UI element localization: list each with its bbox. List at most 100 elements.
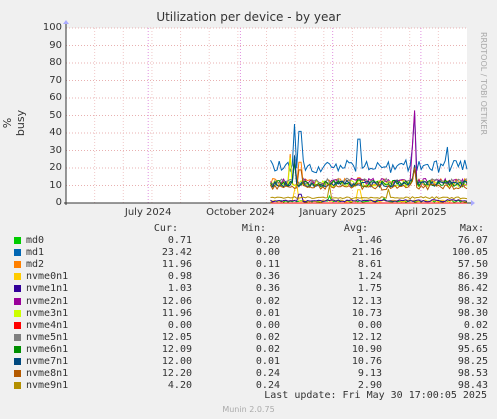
- legend-avg-value: 2.90: [357, 380, 382, 392]
- legend-min-value: 0.11: [255, 259, 280, 271]
- y-tick-label: 0: [55, 197, 62, 208]
- legend-row: md0 0.71 0.20 1.46 76.07: [14, 235, 494, 247]
- legend-min-value: 0.36: [255, 283, 280, 295]
- header-min: Min:: [241, 223, 266, 234]
- legend-label: nvme4n1: [26, 319, 69, 331]
- legend-avg-value: 10.90: [351, 343, 382, 355]
- y-tick-label: 70: [49, 74, 62, 86]
- legend-label: nvme6n1: [26, 343, 69, 355]
- y-tick-label: 50: [49, 109, 62, 121]
- legend-cur-value: 12.06: [161, 295, 192, 307]
- legend-cur-value: 4.20: [167, 380, 192, 392]
- legend-label: nvme3n1: [26, 307, 69, 319]
- series-line-nvme7n1: [270, 155, 468, 188]
- y-tick-label: 40: [49, 127, 62, 138]
- x-tick-label: April 2025: [395, 207, 447, 218]
- legend-row: nvme2n1 12.06 0.02 12.13 98.32: [14, 296, 494, 308]
- legend-label: nvme2n1: [26, 295, 69, 307]
- last-update: Last update: Fri May 30 17:00:05 2025: [264, 390, 487, 401]
- legend-max-value: 98.43: [457, 380, 488, 392]
- header-avg: Avg:: [343, 223, 368, 234]
- y-axis-arrow: [63, 20, 69, 24]
- x-tick-label: January 2025: [299, 207, 366, 218]
- legend-row: nvme8n1 12.20 0.24 9.13 98.53: [14, 368, 494, 380]
- legend-swatch: [14, 285, 21, 293]
- legend-swatch: [14, 358, 21, 365]
- legend-row: nvme7n1 12.00 0.01 10.76 98.25: [14, 356, 494, 368]
- legend-cur-value: 11.96: [161, 307, 192, 319]
- legend-avg-value: 1.24: [357, 271, 382, 283]
- legend-label: md2: [26, 259, 45, 271]
- legend-min-value: 0.01: [255, 356, 280, 367]
- legend-min-value: 0.20: [255, 235, 280, 246]
- legend-max-value: 57.50: [457, 259, 488, 271]
- legend-swatch: [14, 309, 21, 317]
- legend-min-value: 0.02: [255, 343, 280, 355]
- legend-label: nvme1n1: [26, 283, 69, 295]
- legend-max-value: 98.25: [457, 331, 488, 343]
- legend-max-value: 98.53: [457, 368, 488, 380]
- y-tick-label: 60: [49, 92, 62, 103]
- legend-avg-value: 1.46: [357, 235, 382, 246]
- y-tick-label: 30: [49, 144, 62, 156]
- legend-row: md2 11.96 0.11 8.61 57.50: [14, 259, 494, 271]
- series-line-nvme9n1: [270, 185, 468, 200]
- series-line-nvme8n1: [270, 167, 468, 191]
- legend-label: nvme8n1: [26, 368, 69, 380]
- legend-cur-value: 12.20: [161, 368, 192, 380]
- legend-max-value: 98.25: [457, 356, 488, 367]
- legend-min-value: 0.36: [255, 271, 280, 283]
- legend-label: nvme5n1: [26, 331, 69, 343]
- legend-cur-value: 12.00: [161, 356, 192, 367]
- legend-max-value: 98.32: [457, 295, 488, 307]
- legend-avg-value: 12.12: [351, 331, 382, 343]
- legend-swatch: [14, 321, 21, 329]
- legend-avg-value: 21.16: [351, 247, 382, 259]
- legend-swatch: [14, 297, 21, 305]
- legend-cur-value: 0.00: [167, 319, 192, 331]
- y-tick-label: 90: [49, 39, 62, 51]
- munin-version: Munin 2.0.75: [222, 405, 275, 414]
- legend-swatch: [14, 370, 21, 378]
- legend-max-value: 100.05: [451, 247, 488, 259]
- x-axis-arrow: [471, 200, 475, 206]
- x-tick-label: October 2024: [206, 207, 275, 218]
- legend-label: md0: [26, 235, 45, 246]
- header-cur: Cur:: [153, 223, 178, 234]
- legend-max-value: 95.65: [457, 343, 488, 355]
- legend-cur-value: 12.05: [161, 331, 192, 343]
- legend-swatch: [14, 237, 21, 244]
- legend-row: nvme1n1 1.03 0.36 1.75 86.42: [14, 283, 494, 295]
- legend-max-value: 86.42: [457, 283, 488, 295]
- legend-avg-value: 8.61: [357, 259, 382, 271]
- legend-row: md1 23.42 0.00 21.16 100.05: [14, 247, 494, 259]
- x-tick-label: July 2024: [124, 207, 172, 218]
- legend-cur-value: 0.71: [167, 235, 192, 246]
- legend-label: nvme9n1: [26, 380, 69, 392]
- legend-cur-value: 0.98: [167, 271, 192, 283]
- series-line-md1: [270, 113, 468, 174]
- legend-avg-value: 9.13: [357, 368, 382, 380]
- legend-swatch: [14, 345, 21, 353]
- chart-title: Utilization per device - by year: [156, 10, 341, 24]
- legend-min-value: 0.00: [255, 247, 280, 259]
- legend-max-value: 76.07: [457, 235, 488, 246]
- legend-swatch: [14, 273, 21, 281]
- legend-label: md1: [26, 247, 45, 259]
- legend-min-value: 0.02: [255, 331, 280, 343]
- legend-swatch: [14, 382, 21, 390]
- legend-swatch: [14, 333, 21, 341]
- header-max: Max:: [459, 223, 484, 234]
- legend-avg-value: 0.00: [357, 319, 382, 331]
- legend-row: nvme3n1 11.96 0.01 10.73 98.30: [14, 308, 494, 320]
- legend-row: nvme6n1 12.09 0.02 10.90 95.65: [14, 344, 494, 356]
- legend-avg-value: 1.75: [357, 283, 382, 295]
- y-tick-label: 10: [49, 179, 62, 191]
- legend-max-value: 98.30: [457, 307, 488, 319]
- legend-row: nvme4n1 0.00 0.00 0.00 0.02: [14, 320, 494, 332]
- legend-label: nvme7n1: [26, 356, 69, 367]
- y-tick-label: 100: [42, 22, 62, 33]
- legend-swatch: [14, 261, 21, 269]
